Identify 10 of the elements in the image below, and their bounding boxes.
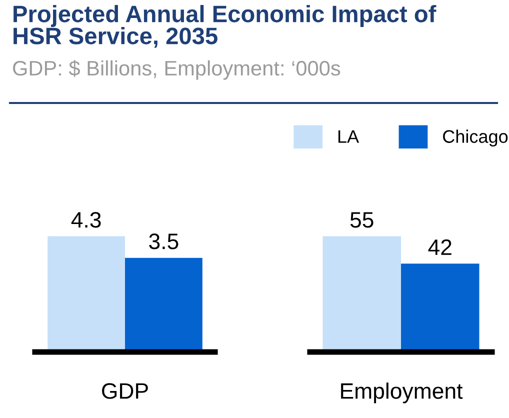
chart-subtitle: GDP: $ Billions, Employment: ‘000s [13, 60, 340, 80]
legend-label: LA [338, 130, 360, 143]
x-tick-label: GDP [102, 383, 148, 399]
x-tick-label: Employment [341, 382, 463, 404]
data-label: 4.3 [71, 212, 101, 228]
data-label: 3.5 [149, 234, 178, 250]
data-label: 55 [350, 212, 374, 228]
data-label: 42 [428, 239, 452, 255]
legend-label: Chicago [443, 130, 508, 147]
chart-title: Projected Annual Economic Impact of HSR Service, 2035 [14, 5, 436, 48]
